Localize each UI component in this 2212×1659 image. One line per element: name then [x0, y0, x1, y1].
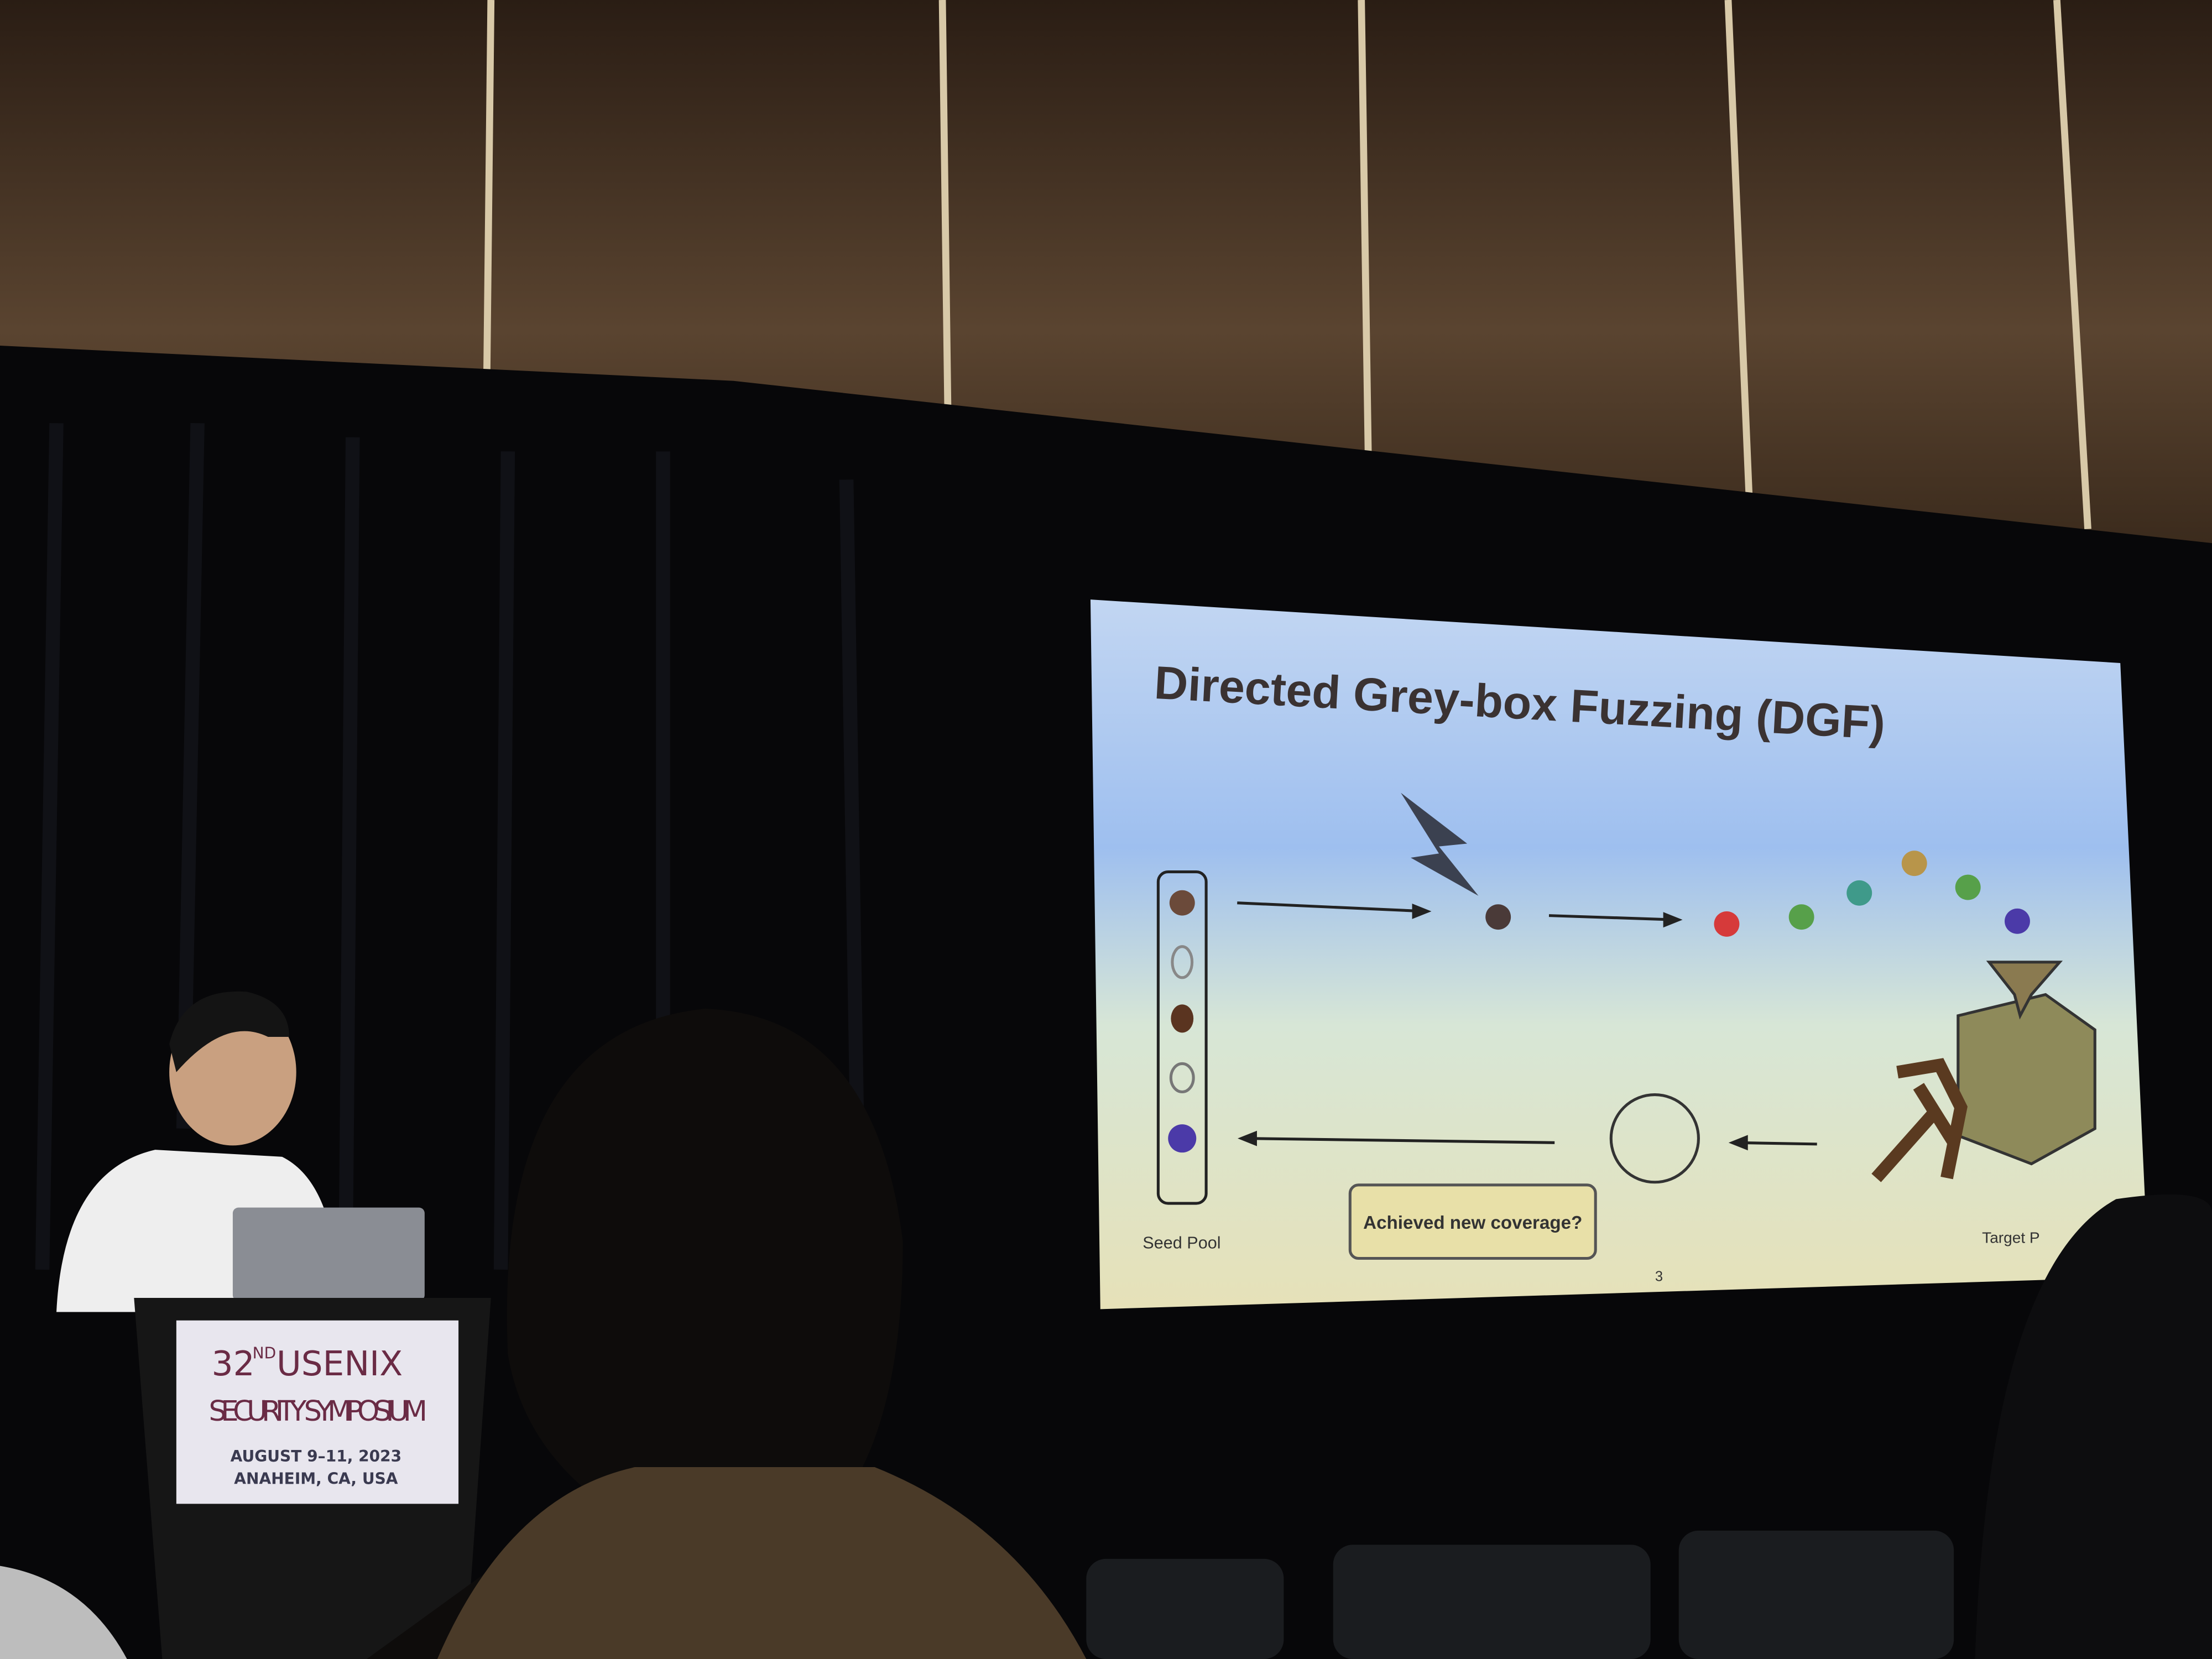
wall-panel-lines [483, 0, 2091, 530]
sign-location: ANAHEIM, CA, USA [234, 1470, 398, 1488]
seed-variant [1788, 904, 1814, 930]
seed-variant [1714, 911, 1740, 937]
projection-screen [1090, 599, 2149, 1310]
seed [1169, 1062, 1195, 1094]
sign-subtitle: SECURITY SYMPOSIUM [209, 1395, 427, 1428]
curtain-folds [35, 423, 868, 1340]
arrows [1237, 901, 1817, 1151]
seed [1169, 890, 1195, 916]
funnel [1986, 961, 2063, 1020]
page-number: 3 [1655, 1269, 1663, 1284]
presenter [56, 991, 425, 1312]
seed-variant [1846, 880, 1872, 906]
target-label: Target P [1982, 1229, 2039, 1246]
lightning [1401, 792, 1479, 896]
seed-pool-label: Seed Pool [1142, 1234, 1220, 1253]
seed [1168, 1124, 1197, 1153]
speech-bubble [1348, 1183, 1597, 1260]
audience [0, 1008, 2212, 1659]
seed-pool-box [1156, 870, 1208, 1205]
sign-name: USENIX [276, 1344, 403, 1384]
target-box [1957, 993, 2096, 1166]
sign-edition-suffix: ND [253, 1344, 276, 1363]
seed [1171, 1004, 1194, 1033]
slide-diagram: Achieved new coverage? Seed Pool Target … [1142, 792, 2096, 1284]
sign-edition: 32 [212, 1344, 255, 1384]
sign-dates: AUGUST 9–11, 2023 [231, 1447, 402, 1465]
thinking-face [1609, 1093, 1700, 1184]
detective [1871, 1058, 1968, 1182]
mutated-seed [1485, 904, 1511, 930]
podium-sign-text: 32 ND USENIX SECURITY SYMPOSIUM AUGUST 9… [209, 1344, 427, 1488]
seed [1171, 945, 1194, 979]
podium-sign [176, 1320, 459, 1504]
seed-variant [1901, 851, 1927, 877]
seed-variant [2005, 908, 2030, 934]
speech-text: Achieved new coverage? [1363, 1213, 1582, 1233]
seed-variant [1955, 874, 1981, 900]
